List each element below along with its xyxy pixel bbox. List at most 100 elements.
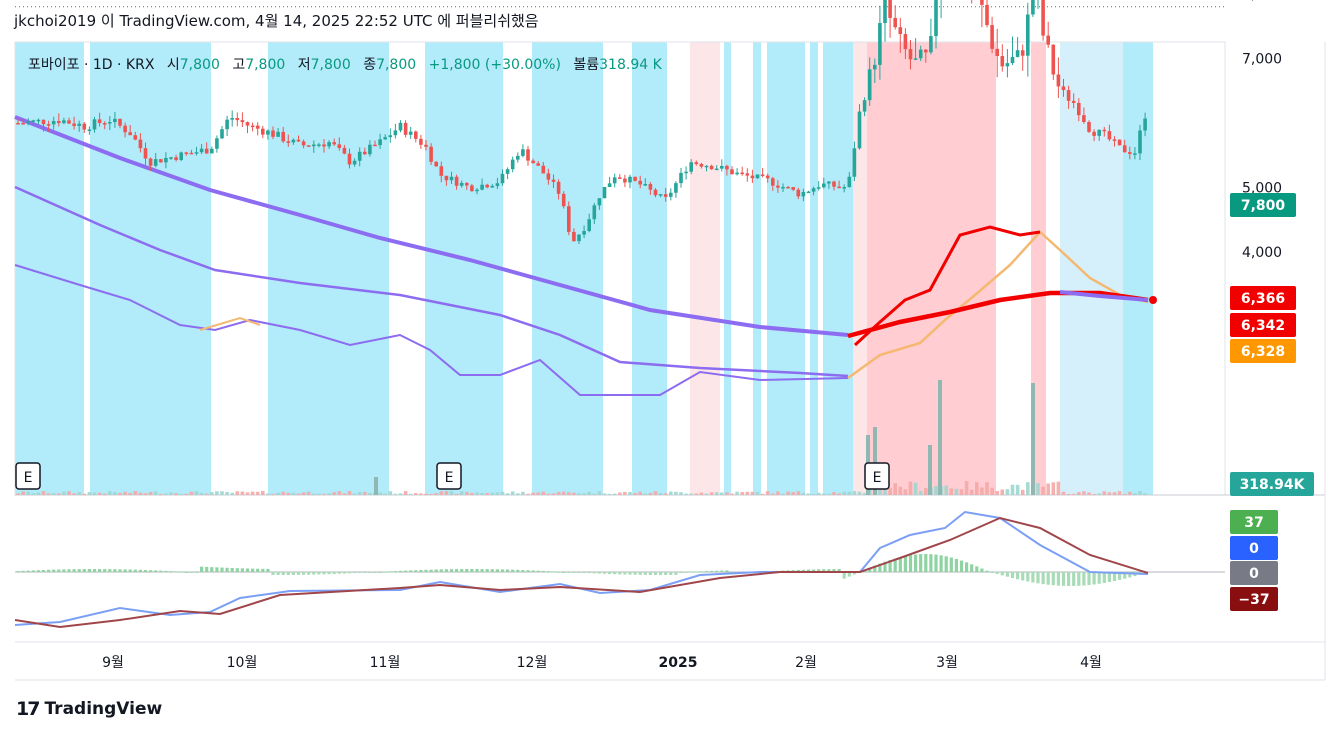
macd-hist-206 xyxy=(1067,572,1071,586)
candle-180 xyxy=(934,0,938,49)
macd-hist-105 xyxy=(551,571,556,573)
volume-bar-25 xyxy=(143,493,148,495)
volume-bar-186 xyxy=(964,481,969,495)
candle-body xyxy=(709,165,714,170)
candle-202 xyxy=(1046,21,1050,48)
candle-124 xyxy=(648,182,653,195)
candle-174 xyxy=(903,28,908,59)
candle-body xyxy=(592,205,597,220)
candle-body xyxy=(429,146,433,162)
candle-38 xyxy=(210,146,214,154)
candle-211 xyxy=(1092,129,1096,142)
candle-body xyxy=(913,58,918,60)
candle-body xyxy=(393,130,398,136)
tradingview-footer[interactable]: 17 TradingView xyxy=(16,698,162,720)
candle-112 xyxy=(587,213,591,233)
candle-body xyxy=(296,139,301,142)
macd-hist-138 xyxy=(720,570,724,572)
candle-168 xyxy=(873,58,877,83)
earnings-marker-0[interactable]: E xyxy=(15,462,41,490)
candle-165 xyxy=(857,104,862,150)
macd-hist-120 xyxy=(628,572,632,575)
volume-bar-29 xyxy=(164,493,168,495)
legend-symbol[interactable]: 포바이포 · 1D · KRX xyxy=(28,57,155,73)
macd-hist-159 xyxy=(827,569,831,572)
candle-156 xyxy=(811,186,816,196)
volume-bar-106 xyxy=(556,491,561,495)
macd-hist-99 xyxy=(521,570,525,572)
candle-149 xyxy=(776,180,780,193)
candle-body xyxy=(516,155,520,160)
candle-body xyxy=(643,184,648,186)
volume-bar-46 xyxy=(250,491,255,495)
macd-hist-117 xyxy=(613,572,617,575)
candle-body xyxy=(888,0,892,18)
volume-bar-110 xyxy=(577,493,581,495)
candle-body xyxy=(92,119,97,130)
macd-hist-20 xyxy=(118,569,122,572)
candle-body xyxy=(995,48,999,57)
candle-body xyxy=(225,119,229,130)
macd-hist-174 xyxy=(903,555,907,572)
candle-86 xyxy=(454,174,459,190)
earnings-label: E xyxy=(873,470,882,486)
volume-bar-196 xyxy=(1015,484,1020,495)
volume-bar-9 xyxy=(62,491,66,495)
candle-body xyxy=(699,163,704,167)
macd-hist-121 xyxy=(633,572,637,575)
time-tick-7: 4월 xyxy=(1080,655,1102,671)
legend-low: 7,800 xyxy=(310,57,351,73)
volume-bar-187 xyxy=(969,489,974,495)
macd-hist-34 xyxy=(189,572,193,573)
candle-100 xyxy=(526,146,530,166)
macd-hist-3 xyxy=(31,570,35,572)
macd-hist-124 xyxy=(648,572,652,575)
candle-24 xyxy=(138,133,143,153)
candle-body xyxy=(597,198,602,206)
candle-body xyxy=(658,194,663,196)
volume-bar-149 xyxy=(776,491,780,495)
candle-body xyxy=(72,123,76,126)
ma-red-end xyxy=(1149,296,1157,304)
macd-hist-59 xyxy=(317,572,321,575)
earnings-marker-2[interactable]: E xyxy=(864,462,890,490)
volume-bar-26 xyxy=(148,491,153,495)
ohlc-legend: 포바이포 · 1D · KRX 시7,800 고7,800 저7,800 종7,… xyxy=(28,54,662,74)
macd-hist-33 xyxy=(184,571,188,573)
macd-hist-100 xyxy=(526,570,530,572)
candle-122 xyxy=(638,175,642,189)
candle-body xyxy=(561,193,566,207)
candle-212 xyxy=(1097,129,1101,141)
candle-51 xyxy=(276,127,280,138)
candle-body xyxy=(1112,139,1117,141)
candle-body xyxy=(174,157,178,161)
macd-hist-21 xyxy=(123,569,127,572)
volume-bar-117 xyxy=(612,493,617,495)
candle-71 xyxy=(378,133,382,149)
candle-body xyxy=(1097,129,1101,136)
legend-high-label: 고 xyxy=(232,57,246,73)
volume-bar-38 xyxy=(210,492,214,495)
macd-hist-156 xyxy=(812,569,816,572)
candle-85 xyxy=(449,171,454,184)
earnings-marker-1[interactable]: E xyxy=(436,462,462,490)
candle-101 xyxy=(531,158,535,164)
macd-hist-30 xyxy=(169,571,173,573)
earnings-box xyxy=(436,462,462,490)
candle-66 xyxy=(352,158,357,167)
candle-25 xyxy=(143,142,148,165)
volume-bar-54 xyxy=(291,492,296,495)
red-band-b xyxy=(1031,42,1046,495)
volume-spike-2 xyxy=(938,380,942,495)
candle-9 xyxy=(62,117,66,125)
volume-bar-174 xyxy=(903,489,908,495)
candle-178 xyxy=(924,49,928,63)
candle-body xyxy=(368,144,372,155)
candle-158 xyxy=(822,177,826,189)
macd-hist-163 xyxy=(847,572,851,577)
candle-body xyxy=(1133,153,1137,155)
candle-42 xyxy=(230,110,234,127)
volume-bar-4 xyxy=(36,492,41,495)
volume-bar-221 xyxy=(1143,493,1147,495)
